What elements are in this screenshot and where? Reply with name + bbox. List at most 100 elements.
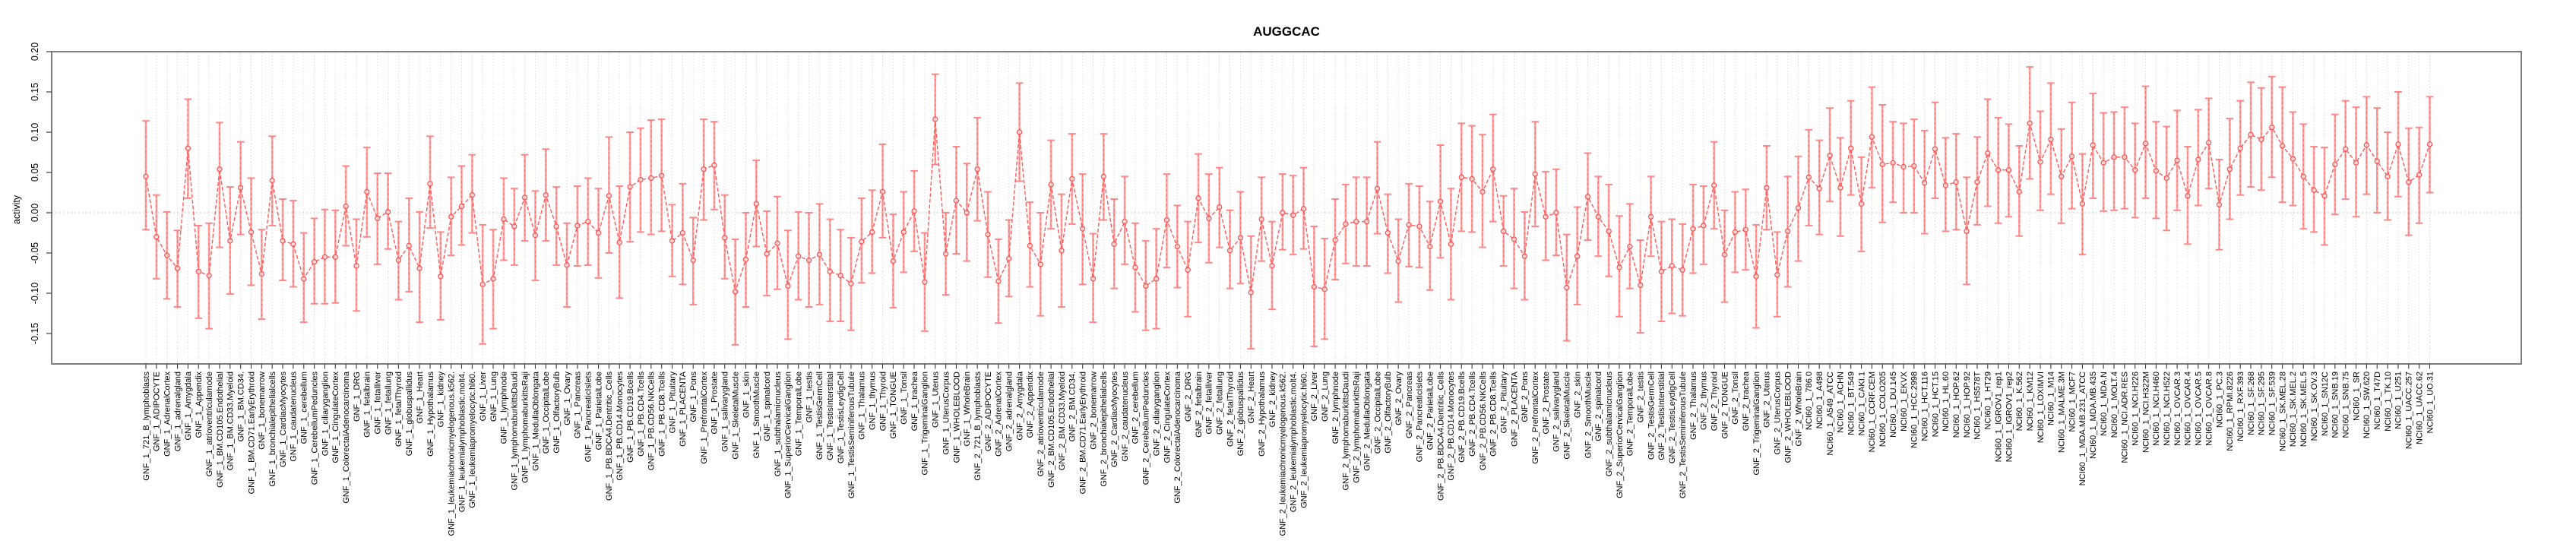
x-tick-label: GNF_2_SuperiorCervicalGanglion <box>1616 372 1625 498</box>
data-point <box>701 166 707 172</box>
x-tick-label: GNF_2_AdrenalCortex <box>995 372 1004 457</box>
data-point <box>1574 253 1581 259</box>
data-point <box>2269 124 2275 131</box>
x-tick-label: NCI60_1_SNB.19 <box>2331 372 2340 438</box>
data-point <box>1753 274 1759 280</box>
data-point <box>837 273 843 279</box>
x-tick-label: NCI60_1_NCI.H226 <box>2131 372 2140 446</box>
x-tick-label: NCI60_1_NCI.H322M <box>2141 372 2150 453</box>
data-point <box>427 181 433 187</box>
data-point <box>805 257 812 264</box>
data-point <box>1564 284 1570 291</box>
data-point <box>143 173 149 179</box>
x-tick-label: GNF_2_subthalamicnucleus <box>1605 372 1614 477</box>
data-point <box>1343 221 1349 227</box>
data-point <box>1953 179 1959 185</box>
data-point <box>995 278 1002 284</box>
data-point <box>2248 131 2254 138</box>
data-point <box>2068 153 2075 160</box>
x-tick-label: NCI60_1_HT29 <box>1984 372 1993 429</box>
data-point <box>2237 145 2243 151</box>
x-tick-label: GNF_2_testis <box>1637 372 1646 423</box>
x-tick-label: NCI60_1_UACC.257 <box>2405 372 2414 449</box>
x-tick-label: GNF_2_Ovary <box>1394 372 1404 425</box>
plot-border <box>51 51 2522 365</box>
x-tick-label: GNF_2_adrenalgland <box>1005 372 1014 451</box>
x-tick-label: GNF_1_PB.CD4.Tcells <box>637 372 646 457</box>
data-point <box>2353 160 2359 166</box>
x-tick-label: GNF_1_thymus <box>868 372 877 431</box>
x-tick-label: GNF_1_BM.CD34. <box>236 372 245 441</box>
x-tick-label: GNF_1_TemporalLobe <box>795 372 804 456</box>
x-tick-label: GNF_2_PB.CD8.Tcells <box>1489 372 1498 457</box>
data-point <box>1280 210 1286 216</box>
x-tick-label: NCI60_1_OVCAR.8 <box>2204 372 2214 446</box>
data-point <box>353 263 359 269</box>
data-point <box>742 256 749 263</box>
x-tick-label: GNF_2_Hypothalamus <box>1258 372 1267 457</box>
data-point <box>2079 201 2086 207</box>
data-point <box>1900 163 1907 170</box>
x-tick-label: NCI60_1_LOXIMVI <box>2036 372 2046 443</box>
x-tick-label: GNF_2_PrefrontalCortex <box>1531 372 1540 464</box>
x-tick-label: GNF_1_fetallung <box>384 372 393 435</box>
x-tick-label: GNF_2_leukemiachronicmyelogenous.k562. <box>1279 372 1288 536</box>
data-point <box>679 229 686 236</box>
data-point <box>1048 182 1054 188</box>
data-point <box>648 175 654 182</box>
data-point <box>890 258 897 264</box>
x-tick-label: NCI60_1_IGROV1_rep2 <box>2005 372 2014 462</box>
data-point <box>206 273 212 279</box>
y-tick-label: -0.15 <box>30 323 40 345</box>
x-tick-label: GNF_2_spinalcord <box>1594 372 1603 441</box>
x-tick-label: GNF_2_trachea <box>1742 371 1751 431</box>
data-point <box>764 251 770 257</box>
data-point <box>2163 175 2169 182</box>
data-point <box>1690 226 1696 232</box>
x-tick-label: NCI60_1_HOP.62 <box>1952 372 1961 438</box>
data-point <box>1111 241 1117 247</box>
x-tick-label: GNF_1_DRG <box>353 372 362 422</box>
x-tick-label: GNF_2_BM.CD33.Myeloid <box>1058 372 1067 470</box>
x-tick-label: GNF_1_BM.CD71.EarlyErythroid <box>247 372 256 494</box>
x-tick-label: NCI60_1_SK.MEL.28 <box>2278 372 2287 451</box>
data-point <box>1248 289 1254 296</box>
data-point <box>321 254 328 260</box>
data-point <box>595 229 602 236</box>
data-point <box>521 194 528 201</box>
data-point <box>1606 228 1612 235</box>
data-point <box>1658 268 1665 275</box>
x-tick-label: NCI60_1_HL.60 <box>1941 372 1951 432</box>
x-tick-label: GNF_2_TestisInterstitial <box>1657 372 1666 460</box>
x-tick-label: NCI60_1_786.0 <box>1805 372 1814 430</box>
x-tick-label: GNF_2_kidney <box>1268 372 1277 428</box>
x-tick-label: GNF_2_ParietalLobe <box>1426 372 1435 450</box>
x-tick-label: GNF_1_ColorectalAdenocarcinoma <box>342 371 351 504</box>
x-tick-label: GNF_1_fetalThyroid <box>394 372 403 447</box>
x-tick-label: NCI60_1_PC.3 <box>2215 372 2224 428</box>
x-tick-label: GNF_1_WholeBrain <box>963 372 972 446</box>
data-point <box>616 239 622 245</box>
data-point <box>1848 145 1854 151</box>
x-tick-label: GNF_1_PancreaticIslets <box>584 372 593 463</box>
data-point <box>1374 185 1381 191</box>
data-point <box>2290 156 2296 162</box>
data-point <box>1805 174 1812 181</box>
data-point <box>1090 276 1097 282</box>
x-tick-label: GNF_2_TestisGermCell <box>1647 372 1656 460</box>
data-point <box>1995 167 2002 173</box>
data-point <box>1290 212 1296 218</box>
data-point <box>1448 241 1454 247</box>
x-tick-label: GNF_2_bonemarrow <box>1089 372 1098 450</box>
x-tick-label: GNF_2_OlfactoryBulb <box>1384 372 1393 454</box>
x-tick-label: NCI60_1_HCT.15 <box>1931 372 1940 437</box>
data-point <box>416 265 422 271</box>
data-point <box>1942 182 1949 188</box>
x-tick-label: GNF_2_ColorectalAdenocarcinoma <box>1173 371 1182 504</box>
data-point <box>2300 173 2306 179</box>
x-tick-label: GNF_1_MedullaOblongata <box>531 371 540 471</box>
x-tick-label: NCI60_1_MDA.N <box>2100 372 2109 436</box>
x-tick-label: GNF_2_Amygdala <box>1015 371 1024 440</box>
data-point <box>785 283 791 289</box>
